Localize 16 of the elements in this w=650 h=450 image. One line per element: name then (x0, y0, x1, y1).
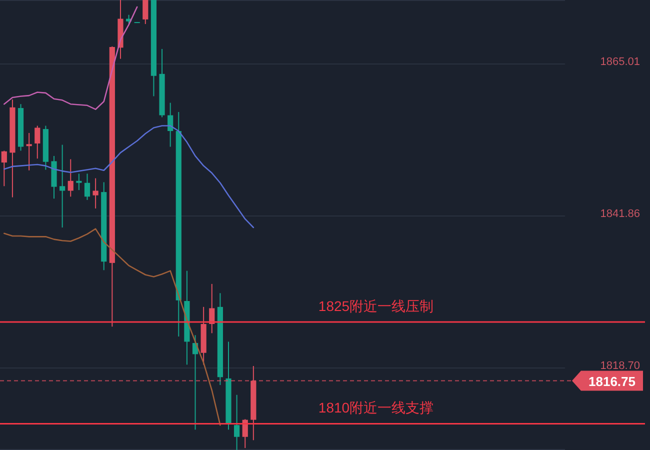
candlestick (142, 0, 148, 25)
ref-line-label: 1816.75 (588, 374, 636, 389)
candlestick (26, 132, 32, 171)
candlestick (1, 150, 7, 187)
candlestick (84, 173, 90, 200)
candlestick (68, 158, 74, 198)
y-tick-label: 1818.70 (600, 360, 640, 372)
y-tick-label: 1841.86 (600, 208, 640, 220)
candlestick (92, 178, 98, 209)
candlestick (34, 125, 40, 160)
ref-line-label: 1825附近一线压制 (318, 298, 434, 314)
candlestick (234, 394, 240, 450)
candlestick (60, 144, 66, 228)
ref-line-label: 1810附近一线支撑 (318, 400, 434, 416)
y-tick-label: 1865.01 (600, 56, 640, 68)
candlestick (76, 173, 82, 191)
